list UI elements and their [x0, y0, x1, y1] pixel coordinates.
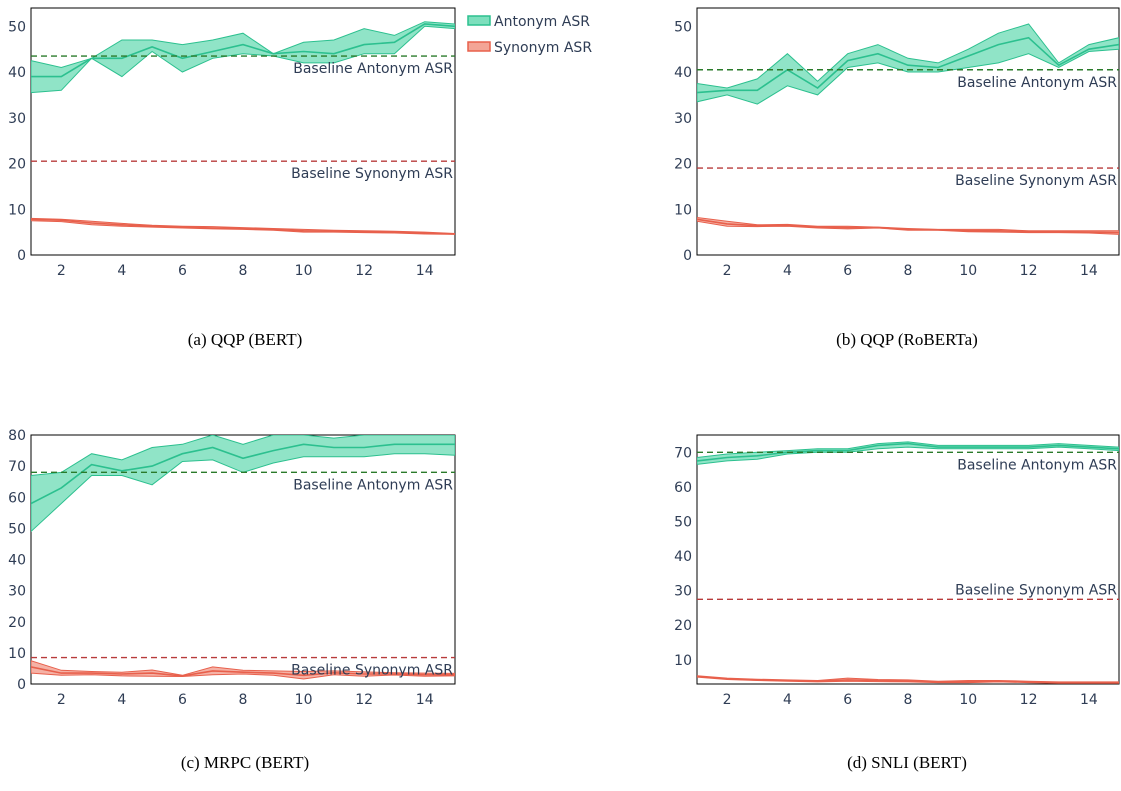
antonym-band	[31, 435, 455, 533]
x-tick-label: 10	[959, 263, 977, 279]
baseline-antonym-label: Baseline Antonym ASR	[957, 457, 1117, 473]
y-tick-label: 40	[674, 549, 692, 565]
x-tick-label: 6	[843, 263, 852, 279]
plot-area	[31, 21, 455, 235]
panel-snli-bert: 10 20 30 40 50 60 70 2 4 6 8 10 12 14 Baseline Antonym…	[674, 434, 1120, 708]
plot-area	[697, 23, 1119, 235]
synonym-line	[31, 666, 455, 677]
x-tick-label: 2	[723, 263, 732, 279]
y-tick-label: 10	[8, 202, 26, 218]
baseline-synonym-label: Baseline Synonym ASR	[291, 663, 453, 679]
legend: Antonym ASR Synonym ASR	[467, 14, 592, 56]
y-tick-label: 40	[8, 65, 26, 81]
x-tick-label: 2	[57, 692, 66, 708]
caption-d: (d) SNLI (BERT)	[847, 753, 967, 772]
x-tick-label: 4	[783, 263, 792, 279]
caption-c: (c) MRPC (BERT)	[180, 753, 310, 772]
x-tick-label: 12	[1020, 263, 1038, 279]
y-tick-label: 80	[8, 428, 26, 444]
synonym-line	[697, 675, 1119, 684]
plot-frame	[30, 434, 456, 685]
x-tick-label: 8	[239, 263, 248, 279]
x-tick-label: 6	[178, 692, 187, 708]
baseline-synonym-label: Baseline Synonym ASR	[955, 173, 1117, 189]
antonym-line	[697, 36, 1119, 94]
x-tick-label: 6	[843, 692, 852, 708]
y-tick-label: 50	[8, 19, 26, 35]
panel-mrpc-bert: 0 10 20 30 40 50 60 70 80 2 4 6 8 10 12 14 Baseline Anto…	[8, 428, 456, 708]
x-tick-label: 14	[416, 692, 434, 708]
x-tick-label: 14	[416, 263, 434, 279]
x-tick-label: 12	[1020, 692, 1038, 708]
panel-qqp-bert: 0 10 20 30 40 50 2 4 6 8 10 12 14 Baseline Antonym AS…	[8, 7, 456, 279]
y-tick-label: 10	[8, 646, 26, 662]
y-tick-label: 50	[674, 514, 692, 530]
x-tick-label: 10	[959, 692, 977, 708]
y-tick-label: 50	[8, 521, 26, 537]
antonym-line	[31, 443, 455, 505]
baseline-synonym-label: Baseline Synonym ASR	[955, 582, 1117, 598]
antonym-line	[31, 23, 455, 78]
y-tick-label: 10	[674, 653, 692, 669]
y-tick-label: 30	[8, 584, 26, 600]
y-tick-label: 60	[674, 480, 692, 496]
y-tick-label: 60	[8, 490, 26, 506]
y-tick-label: 20	[8, 157, 26, 173]
synonym-line	[697, 218, 1119, 234]
y-tick-label: 30	[8, 111, 26, 127]
y-tick-label: 70	[674, 445, 692, 461]
y-tick-label: 0	[17, 677, 26, 693]
legend-antonym-swatch	[467, 15, 491, 26]
antonym-band	[31, 21, 455, 94]
legend-antonym-label: Antonym ASR	[494, 14, 590, 30]
x-tick-label: 14	[1080, 263, 1098, 279]
y-tick-label: 0	[683, 248, 692, 264]
x-tick-label: 2	[57, 263, 66, 279]
x-tick-label: 8	[904, 692, 913, 708]
y-tick-label: 40	[674, 65, 692, 81]
plot-frame	[696, 434, 1120, 685]
baseline-antonym-label: Baseline Antonym ASR	[293, 61, 453, 77]
caption-b: (b) QQP (RoBERTa)	[836, 330, 978, 349]
x-tick-label: 2	[723, 692, 732, 708]
y-tick-label: 40	[8, 553, 26, 569]
x-tick-label: 8	[904, 263, 913, 279]
synonym-band	[697, 216, 1119, 235]
y-tick-label: 20	[674, 618, 692, 634]
baseline-synonym-label: Baseline Synonym ASR	[291, 166, 453, 182]
y-tick-label: 30	[674, 111, 692, 127]
plot-frame	[30, 7, 456, 256]
antonym-band	[697, 23, 1119, 105]
y-tick-label: 20	[674, 157, 692, 173]
baseline-antonym-label: Baseline Antonym ASR	[293, 477, 453, 493]
y-tick-label: 70	[8, 459, 26, 475]
x-tick-label: 4	[117, 263, 126, 279]
x-tick-label: 12	[355, 692, 373, 708]
y-tick-label: 30	[674, 584, 692, 600]
plot-frame	[696, 7, 1120, 256]
x-tick-label: 4	[117, 692, 126, 708]
x-tick-label: 14	[1080, 692, 1098, 708]
y-tick-label: 10	[674, 202, 692, 218]
x-tick-label: 12	[355, 263, 373, 279]
plot-area	[697, 441, 1119, 684]
caption-a: (a) QQP (BERT)	[187, 330, 303, 349]
panel-qqp-roberta: 0 10 20 30 40 50 2 4 6 8 10 12 14 Baseline Antonym AS…	[674, 7, 1120, 279]
antonym-line	[697, 442, 1119, 462]
x-tick-label: 8	[239, 692, 248, 708]
x-tick-label: 6	[178, 263, 187, 279]
legend-synonym-swatch	[467, 41, 491, 52]
x-tick-label: 10	[295, 692, 313, 708]
synonym-line	[31, 218, 455, 235]
y-tick-label: 20	[8, 615, 26, 631]
y-tick-label: 50	[674, 19, 692, 35]
x-tick-label: 10	[295, 263, 313, 279]
plot-area	[31, 435, 455, 680]
x-tick-label: 4	[783, 692, 792, 708]
baseline-antonym-label: Baseline Antonym ASR	[957, 75, 1117, 91]
y-tick-label: 0	[17, 248, 26, 264]
legend-synonym-label: Synonym ASR	[494, 40, 592, 56]
